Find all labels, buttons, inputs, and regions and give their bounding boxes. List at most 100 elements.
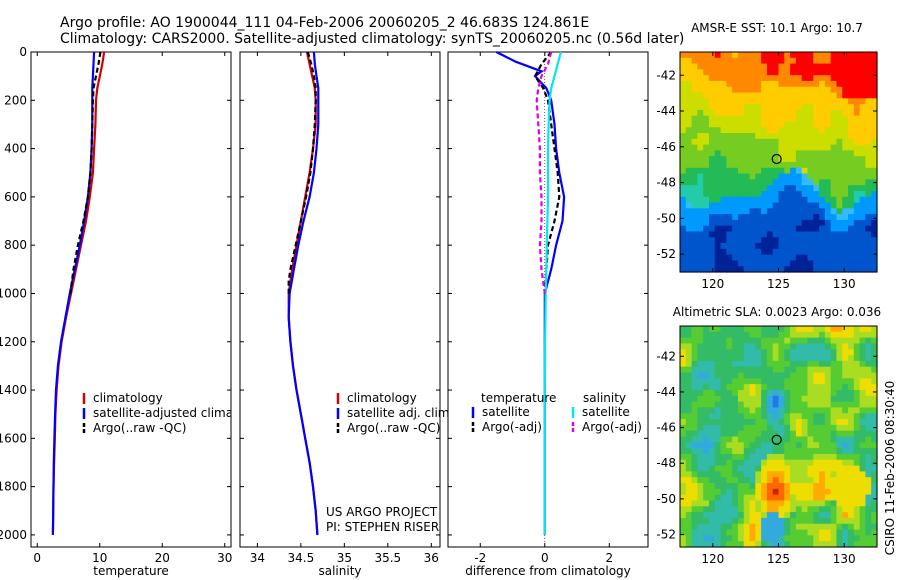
- map-cell: [755, 389, 762, 397]
- map-cell: [848, 506, 855, 513]
- map-cell: [778, 266, 785, 273]
- map-cell: [691, 98, 698, 105]
- map-cell: [743, 488, 751, 496]
- map-cell: [795, 225, 803, 233]
- map-cell: [795, 127, 803, 134]
- map-cell: [836, 133, 843, 140]
- map-cell: [761, 138, 768, 146]
- map-cell: [871, 331, 878, 339]
- map-cell: [749, 237, 756, 244]
- map-cell: [859, 517, 867, 525]
- map-cell: [749, 506, 756, 513]
- map-cell: [813, 384, 820, 391]
- argo-float-marker: [771, 434, 782, 445]
- map-cell: [830, 419, 838, 426]
- map-cell: [697, 349, 704, 356]
- map-cell: [766, 355, 774, 362]
- map-cell: [801, 185, 809, 192]
- map-cell: [795, 104, 803, 111]
- map-cell: [732, 366, 739, 374]
- temperature-profile-panel: temperature 0 10 20 30020040060080010001200…: [0, 45, 232, 578]
- map-cell: [720, 500, 727, 507]
- map-cell: [859, 115, 867, 123]
- map-cell: [778, 69, 785, 76]
- map-cell: [772, 185, 780, 192]
- map-cell: [743, 162, 751, 169]
- map-cell: [830, 337, 838, 345]
- map-cell: [865, 477, 872, 484]
- map-cell: [865, 483, 872, 490]
- map-cell: [853, 395, 861, 403]
- map-cell: [685, 254, 693, 262]
- map-cell: [784, 500, 791, 507]
- map-cell: [865, 389, 872, 397]
- map-cell: [790, 167, 797, 175]
- map-cell: [801, 52, 809, 59]
- map-cell: [772, 260, 780, 267]
- map-cell: [720, 231, 727, 238]
- map-cell: [703, 150, 710, 157]
- map-cell: [685, 395, 693, 403]
- map-cell: [720, 360, 727, 368]
- map-cell: [703, 98, 710, 105]
- figure-title-line1: Argo profile: AO 1900044_111 04-Feb-2006…: [60, 15, 589, 31]
- map-cell: [766, 541, 774, 548]
- map-cell: [766, 80, 774, 88]
- map-cell: [795, 63, 803, 70]
- map-cell: [708, 225, 716, 233]
- map-cell: [871, 104, 878, 111]
- map-cell: [801, 517, 809, 525]
- map-cell: [737, 337, 745, 345]
- map-cell: [795, 167, 803, 175]
- map-cell: [766, 196, 774, 204]
- map-cell: [732, 63, 739, 70]
- map-cell: [824, 219, 832, 227]
- salinity-legend-label: satellite adj. clim.: [347, 406, 453, 420]
- map-cell: [691, 517, 698, 525]
- map-cell: [778, 523, 785, 531]
- map-cell: [743, 419, 751, 426]
- map-cell: [790, 483, 797, 490]
- map-cell: [813, 337, 820, 345]
- map-cell: [714, 517, 722, 525]
- map-cell: [749, 535, 756, 542]
- map-cell: [795, 196, 803, 204]
- map-cell: [749, 488, 756, 496]
- map-cell: [743, 179, 751, 186]
- map-cell: [836, 355, 843, 362]
- map-cell: [766, 407, 774, 414]
- map-cell: [801, 162, 809, 169]
- map-cell: [778, 366, 785, 374]
- map-cell: [772, 349, 780, 356]
- map-cell: [842, 75, 849, 82]
- map-cell: [865, 372, 872, 379]
- map-cell: [685, 52, 693, 59]
- map-cell: [714, 63, 722, 70]
- map-cell: [761, 254, 768, 262]
- map-cell: [680, 506, 687, 513]
- map-cell: [778, 237, 785, 244]
- map-cell: [801, 248, 809, 256]
- map-cell: [714, 419, 722, 426]
- map-cell: [680, 343, 687, 350]
- map-cell: [714, 237, 722, 244]
- map-cell: [708, 419, 716, 426]
- map-cell: [859, 133, 867, 140]
- map-cell: [761, 500, 768, 507]
- map-cell: [749, 196, 756, 204]
- map-cell: [685, 104, 693, 111]
- map-cell: [766, 98, 774, 105]
- map-cell: [749, 407, 756, 414]
- map-cell: [784, 214, 791, 221]
- map-cell: [703, 326, 710, 333]
- map-cell: [842, 494, 849, 502]
- map-cell: [761, 156, 768, 163]
- map-cell: [795, 500, 803, 507]
- map-cell: [691, 150, 698, 157]
- map-cell: [824, 337, 832, 345]
- map-cell: [824, 395, 832, 403]
- map-cell: [801, 459, 809, 467]
- map-cell: [865, 326, 872, 333]
- map-cell: [685, 190, 693, 198]
- map-cell: [807, 185, 814, 192]
